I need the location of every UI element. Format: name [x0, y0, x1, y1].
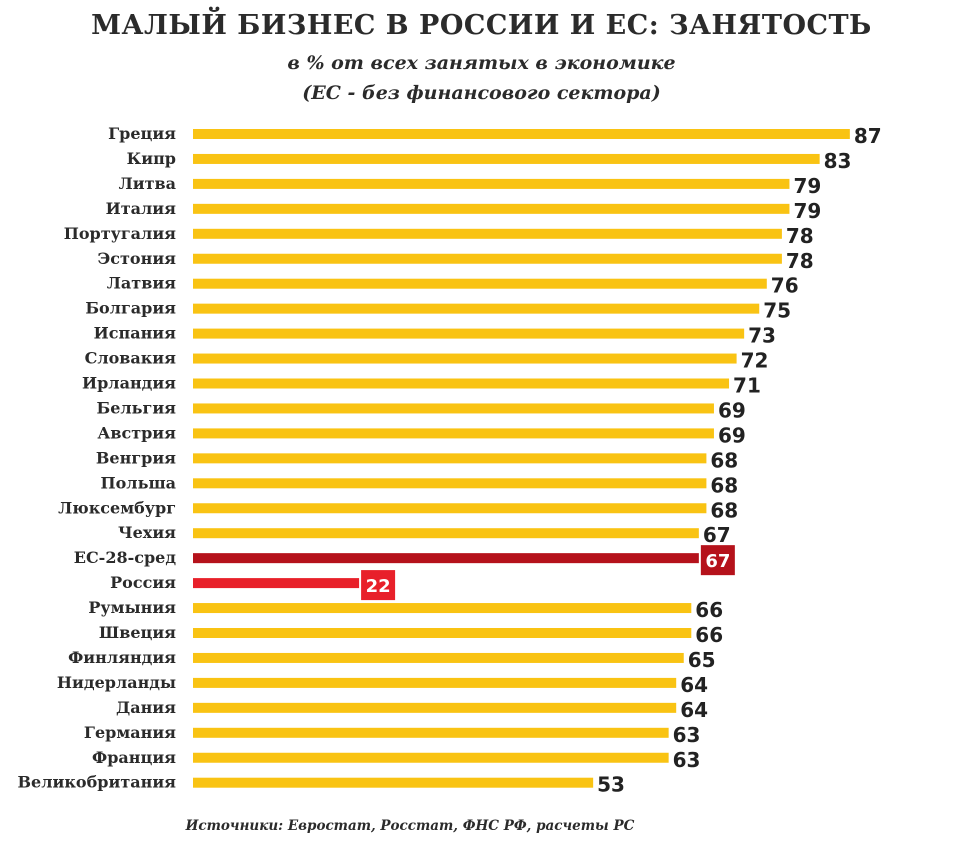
bar: [193, 702, 677, 713]
value-label: 75: [763, 299, 791, 323]
category-label: Болгария: [85, 299, 176, 318]
bar: [193, 628, 692, 638]
bar: [193, 453, 707, 464]
bar: [193, 578, 360, 589]
bar: [193, 478, 707, 489]
category-label: Дания: [116, 698, 176, 717]
bar: [193, 777, 594, 788]
bar: [193, 203, 790, 214]
category-label: Испания: [94, 324, 177, 343]
value-label: 87: [854, 124, 882, 148]
category-label: Литва: [119, 174, 176, 193]
category-label: Франция: [92, 748, 176, 767]
category-label: Словакия: [85, 349, 177, 368]
value-label: 69: [718, 423, 746, 447]
value-label: 79: [793, 174, 821, 198]
value-label: 68: [710, 448, 738, 472]
value-label: 68: [710, 473, 738, 497]
bar: [193, 677, 677, 688]
category-label: Греция: [108, 124, 176, 143]
source-note: Источники: Евростат, Росстат, ФНС РФ, ра…: [185, 818, 635, 834]
value-label: 72: [741, 349, 769, 373]
value-label: 68: [710, 498, 738, 522]
bar: [193, 603, 692, 614]
category-label: Великобритания: [18, 773, 177, 792]
bar: [193, 727, 669, 738]
category-label: Румыния: [88, 598, 176, 617]
value-label: 64: [680, 673, 708, 697]
value-label: 22: [366, 576, 391, 597]
value-label: 63: [673, 723, 701, 747]
bar: [193, 553, 699, 564]
value-label: 78: [786, 249, 814, 273]
bar: [193, 503, 707, 514]
category-label: Ирландия: [82, 374, 176, 393]
category-label: Германия: [84, 723, 176, 742]
bar: [193, 278, 767, 289]
value-label: 63: [673, 748, 701, 772]
bar: [193, 253, 782, 264]
chart-subtitle: в % от всех занятых в экономике: [287, 52, 676, 74]
bar: [193, 752, 669, 763]
value-label: 64: [680, 698, 708, 722]
category-label: Эстония: [98, 249, 177, 268]
category-label: Австрия: [97, 423, 176, 442]
value-label: 76: [771, 274, 799, 298]
bar: [193, 303, 760, 314]
bar: [193, 378, 730, 389]
value-label: 83: [824, 149, 852, 173]
bar: [193, 328, 745, 339]
value-label: 79: [793, 199, 821, 223]
value-label: 71: [733, 374, 761, 398]
category-label: Швеция: [99, 623, 176, 642]
bar: [193, 353, 737, 364]
category-label: Кипр: [127, 149, 176, 168]
bar: [193, 428, 714, 439]
value-label: 53: [597, 773, 625, 797]
bar: [193, 129, 850, 139]
chart-subtitle-note: (ЕС - без финансового сектора): [302, 82, 661, 104]
category-label: Нидерланды: [57, 673, 176, 692]
value-label: 66: [695, 623, 723, 647]
value-label-box: [361, 570, 396, 601]
bar: [193, 403, 714, 414]
category-label: Португалия: [64, 224, 176, 243]
value-label: 78: [786, 224, 814, 248]
category-label: Финляндия: [68, 648, 176, 667]
bar: [193, 652, 684, 663]
bar: [193, 528, 699, 539]
category-label: Польша: [101, 473, 176, 492]
category-label: Чехия: [118, 523, 176, 542]
value-label: 66: [695, 598, 723, 622]
value-label: 69: [718, 398, 746, 422]
category-label: Бельгия: [97, 398, 177, 417]
category-label: Россия: [110, 573, 176, 592]
category-label: Италия: [106, 199, 177, 218]
value-label: 67: [703, 523, 731, 547]
value-label-box: [700, 545, 735, 576]
value-label: 67: [705, 551, 730, 572]
bar: [193, 228, 782, 239]
category-label: ЕС-28-сред: [74, 548, 177, 567]
value-label: 73: [748, 324, 776, 348]
bar: [193, 153, 820, 164]
category-label: Латвия: [107, 274, 176, 293]
value-label: 65: [688, 648, 716, 672]
category-label: Люксембург: [58, 498, 176, 517]
bar: [193, 178, 790, 189]
category-label: Венгрия: [96, 448, 176, 467]
chart-title: МАЛЫЙ БИЗНЕС В РОССИИ И ЕС: ЗАНЯТОСТЬ: [91, 10, 872, 41]
